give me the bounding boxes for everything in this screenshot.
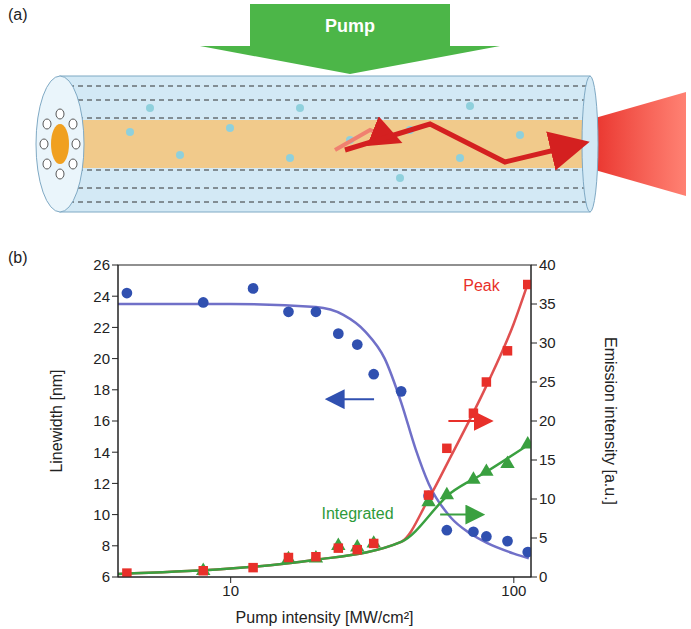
svg-text:Emission intensity [a.u.]: Emission intensity [a.u.] bbox=[602, 337, 619, 505]
svg-text:Linewidth [nm]: Linewidth [nm] bbox=[48, 369, 65, 472]
svg-text:100: 100 bbox=[501, 582, 526, 599]
svg-text:10: 10 bbox=[93, 506, 110, 523]
svg-text:Pump: Pump bbox=[325, 16, 375, 36]
svg-text:20: 20 bbox=[93, 350, 110, 367]
svg-text:24: 24 bbox=[93, 288, 110, 305]
svg-text:26: 26 bbox=[93, 256, 110, 273]
svg-text:(b): (b) bbox=[8, 249, 28, 266]
svg-text:40: 40 bbox=[539, 256, 556, 273]
svg-text:10: 10 bbox=[222, 582, 239, 599]
svg-text:30: 30 bbox=[539, 334, 556, 351]
svg-text:20: 20 bbox=[539, 412, 556, 429]
svg-text:6: 6 bbox=[102, 568, 110, 585]
svg-text:Peak: Peak bbox=[463, 277, 500, 294]
svg-text:(a): (a) bbox=[8, 6, 28, 23]
svg-text:14: 14 bbox=[93, 444, 110, 461]
svg-text:10: 10 bbox=[539, 490, 556, 507]
svg-text:22: 22 bbox=[93, 319, 110, 336]
svg-text:15: 15 bbox=[539, 451, 556, 468]
svg-text:Pump intensity [MW/cm²]: Pump intensity [MW/cm²] bbox=[236, 609, 414, 626]
svg-text:25: 25 bbox=[539, 373, 556, 390]
svg-text:0: 0 bbox=[539, 568, 547, 585]
svg-text:12: 12 bbox=[93, 475, 110, 492]
svg-text:35: 35 bbox=[539, 295, 556, 312]
svg-text:8: 8 bbox=[102, 537, 110, 554]
svg-text:18: 18 bbox=[93, 381, 110, 398]
svg-text:16: 16 bbox=[93, 412, 110, 429]
svg-text:Integrated: Integrated bbox=[322, 505, 394, 522]
svg-text:5: 5 bbox=[539, 529, 547, 546]
